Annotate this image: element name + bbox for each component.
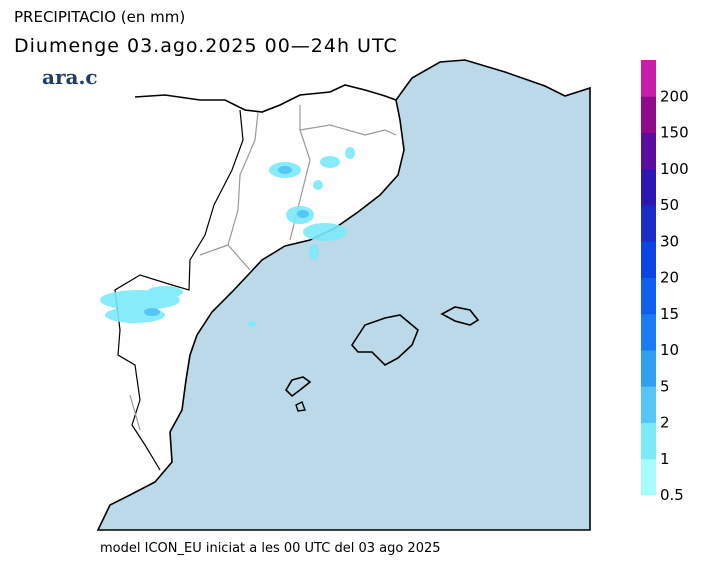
colorbar-swatch (641, 132, 656, 170)
colorbar: 0.5 1 2 5 10 15 20 30 50 100 150 200 (641, 60, 689, 504)
colorbar-label: 20 (660, 269, 679, 287)
eivissa (284, 376, 312, 398)
colorbar-label: 50 (660, 196, 679, 214)
colorbar-swatch (641, 168, 656, 206)
colorbar-swatch (641, 96, 656, 133)
colorbar-swatch (641, 386, 656, 423)
mallorca (351, 314, 419, 366)
colorbar-label: 5 (660, 377, 670, 395)
menorca (440, 306, 480, 326)
province-lines (129, 105, 397, 431)
colorbar-label: 10 (660, 341, 679, 359)
colorbar-swatch (641, 458, 656, 496)
colorbar-swatch (641, 350, 656, 387)
colorbar-swatch (641, 205, 656, 242)
footer: model ICON_EU iniciat a les 00 UTC del 0… (100, 541, 441, 556)
colorbar-label: 150 (660, 124, 689, 142)
colorbar-label: 100 (660, 160, 689, 178)
subtitle: Diumenge 03.ago.2025 00—24h UTC (14, 35, 398, 57)
colorbar-swatch (641, 60, 656, 97)
colorbar-label: 15 (660, 305, 679, 323)
title: PRECIPITACIO (en mm) (14, 8, 185, 26)
colorbar-swatch (641, 277, 656, 315)
colorbar-label: 30 (660, 232, 679, 250)
formentera (295, 401, 306, 412)
colorbar-swatch (641, 241, 656, 278)
colorbar-label: 200 (660, 87, 689, 105)
border (134, 84, 397, 113)
precip-cores (144, 166, 309, 316)
map (96, 58, 591, 531)
colorbar-swatch (641, 313, 656, 351)
colorbar-label: 2 (660, 414, 670, 432)
colorbar-label: 1 (660, 450, 670, 468)
colorbar-label: 0.5 (660, 486, 684, 504)
border-west (114, 109, 244, 471)
colorbar-swatch (641, 422, 656, 460)
